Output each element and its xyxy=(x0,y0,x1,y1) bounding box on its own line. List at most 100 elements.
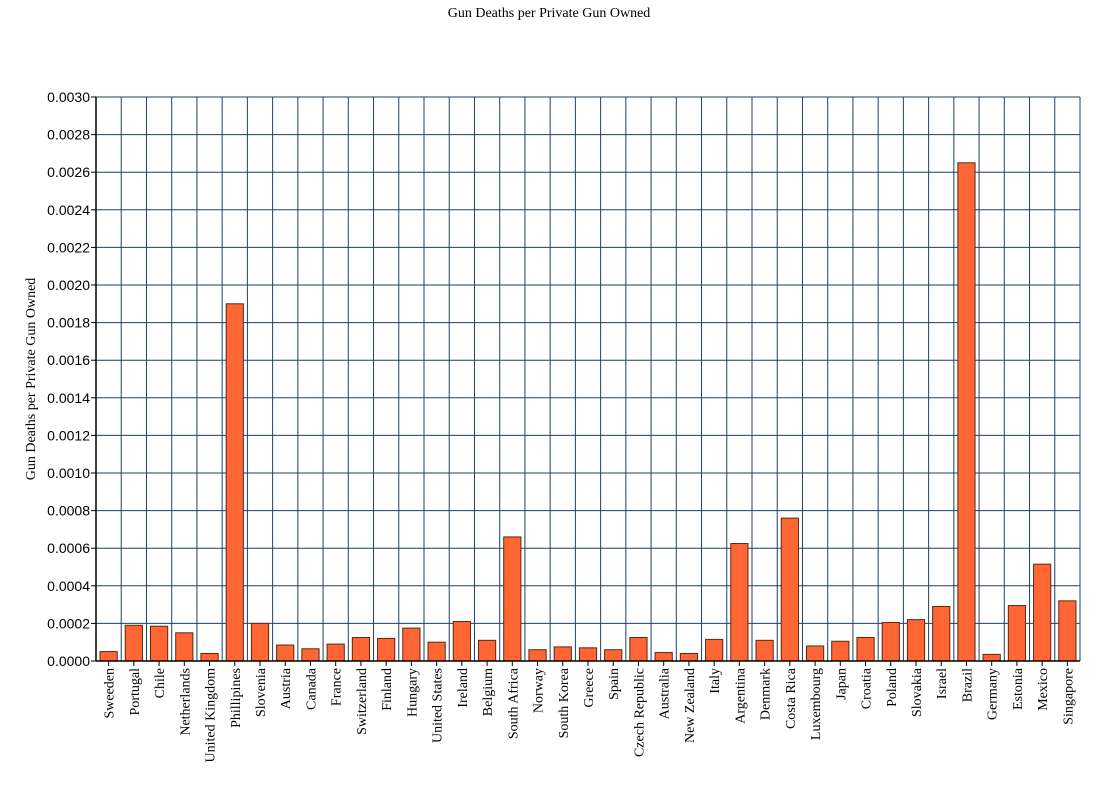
x-tick-label: Slovakia xyxy=(910,667,925,717)
x-tick-label: Argentina xyxy=(733,667,748,724)
bar-phillipines xyxy=(225,303,244,662)
x-tick-label: Portugal xyxy=(128,668,143,716)
bar-luxembourg xyxy=(805,645,825,662)
x-tick-label: Phillipines xyxy=(229,668,244,728)
bar-slovenia xyxy=(250,622,270,662)
bar-germany xyxy=(982,653,1001,662)
x-tick-label: Israel xyxy=(935,668,950,699)
y-tick-label: 0.0008 xyxy=(47,503,90,519)
bar-norway xyxy=(528,649,547,662)
bar-italy xyxy=(705,638,724,662)
x-tick-label: Slovenia xyxy=(254,667,269,717)
x-tick-label: United States xyxy=(431,668,446,743)
x-tick-label: France xyxy=(330,668,345,706)
bar-spain xyxy=(604,649,623,662)
x-tick-label: Sweeden xyxy=(103,668,118,719)
bar-france xyxy=(326,643,345,662)
x-tick-label: Poland xyxy=(885,668,900,707)
bar-brazil xyxy=(957,162,976,662)
bar-sweeden xyxy=(99,651,118,662)
y-tick-label: 0.0024 xyxy=(47,202,90,218)
x-tick-label: Switzerland xyxy=(355,668,370,735)
bar-czech-republic xyxy=(629,637,648,662)
bar-netherlands xyxy=(175,632,194,662)
x-tick-label: Netherlands xyxy=(178,668,193,736)
y-tick-label: 0.0018 xyxy=(47,315,90,331)
x-tick-label: Belgium xyxy=(481,668,496,716)
y-tick-labels: 0.0000 0.0002 0.0004 0.0006 0.0008 0.0010 0.00… xyxy=(47,89,90,669)
y-tick-label: 0.0002 xyxy=(47,615,90,631)
x-tick-label: Chile xyxy=(153,668,168,698)
x-tick-label: South Korea xyxy=(557,667,572,738)
x-tick-label: Finland xyxy=(380,668,395,711)
x-tick-label: Denmark xyxy=(759,668,774,720)
bar-united-states xyxy=(427,641,446,662)
x-tick-labels: Sweeden Portugal Chile Netherlands United Ki… xyxy=(103,667,1077,762)
y-tick-label: 0.0014 xyxy=(47,390,90,406)
y-tick-label: 0.0028 xyxy=(47,127,90,143)
bar-croatia xyxy=(856,637,875,662)
bar-denmark xyxy=(755,639,774,662)
x-tick-label: Singapore xyxy=(1061,668,1076,725)
bar-united-kingdom xyxy=(200,652,219,662)
y-tick-label: 0.0016 xyxy=(47,352,90,368)
x-tick-label: Australia xyxy=(658,667,673,719)
bar-switzerland xyxy=(351,637,371,662)
x-tick-label: Croatia xyxy=(860,667,875,709)
bar-canada xyxy=(301,648,320,662)
bar-south-africa xyxy=(503,536,522,662)
bar-finland xyxy=(377,637,396,662)
bar-estonia xyxy=(1007,605,1027,662)
y-tick-label: 0.0010 xyxy=(47,465,90,481)
bar-new-zealand xyxy=(679,652,699,662)
bar-ireland xyxy=(452,621,471,662)
x-tick-label: Costa Rica xyxy=(784,667,799,729)
x-tick-label: Hungary xyxy=(405,668,420,717)
bar-hungary xyxy=(402,627,421,662)
x-tick-label: Czech Republic xyxy=(632,668,647,757)
bar-singapore xyxy=(1058,600,1077,662)
bar-portugal xyxy=(124,624,143,662)
x-tick-label: Spain xyxy=(607,668,622,700)
bar-costa-rica xyxy=(780,517,799,662)
bar-slovakia xyxy=(906,619,926,662)
x-tick-label: Japan xyxy=(834,668,849,700)
bar-israel xyxy=(932,605,951,662)
x-tick-label: Germany xyxy=(986,668,1001,720)
chart-title: Gun Deaths per Private Gun Owned xyxy=(448,6,651,21)
x-tick-label: Estonia xyxy=(1011,667,1026,710)
y-tick-label: 0.0000 xyxy=(47,653,90,669)
bar-belgium xyxy=(477,639,497,662)
x-tick-label: Norway xyxy=(532,668,547,713)
x-tick-label: Luxembourg xyxy=(809,668,824,740)
bar-austria xyxy=(276,644,295,662)
y-axis-label: Gun Deaths per Private Gun Owned xyxy=(24,278,39,481)
x-tick-label: South Africa xyxy=(506,667,521,739)
x-tick-label: Brazil xyxy=(960,668,975,702)
grid xyxy=(95,96,1081,662)
bar-japan xyxy=(831,640,850,662)
x-tick-label: Austria xyxy=(279,667,294,709)
bar-poland xyxy=(881,621,900,662)
x-tick-label: New Zealand xyxy=(683,668,698,743)
x-tick-label: Mexico xyxy=(1036,668,1051,711)
x-tick-label: Ireland xyxy=(456,668,471,708)
x-tick-label: United Kingdom xyxy=(204,668,219,763)
y-tick-label: 0.0004 xyxy=(47,578,90,594)
y-tick-label: 0.0026 xyxy=(47,164,90,180)
y-tick-label: 0.0020 xyxy=(47,277,90,293)
bar-australia xyxy=(654,652,673,662)
axes xyxy=(91,96,1080,666)
x-tick-label: Greece xyxy=(582,668,597,708)
y-tick-label: 0.0022 xyxy=(47,239,90,255)
y-tick-label: 0.0030 xyxy=(47,89,90,105)
bar-south-korea xyxy=(553,646,572,662)
x-tick-label: Italy xyxy=(708,668,723,694)
y-tick-label: 0.0006 xyxy=(47,540,90,556)
bar-mexico xyxy=(1033,563,1052,662)
y-tick-label: 0.0012 xyxy=(47,427,90,443)
bar-greece xyxy=(578,647,598,662)
bar-argentina xyxy=(730,543,749,662)
bar-chile xyxy=(149,625,169,662)
